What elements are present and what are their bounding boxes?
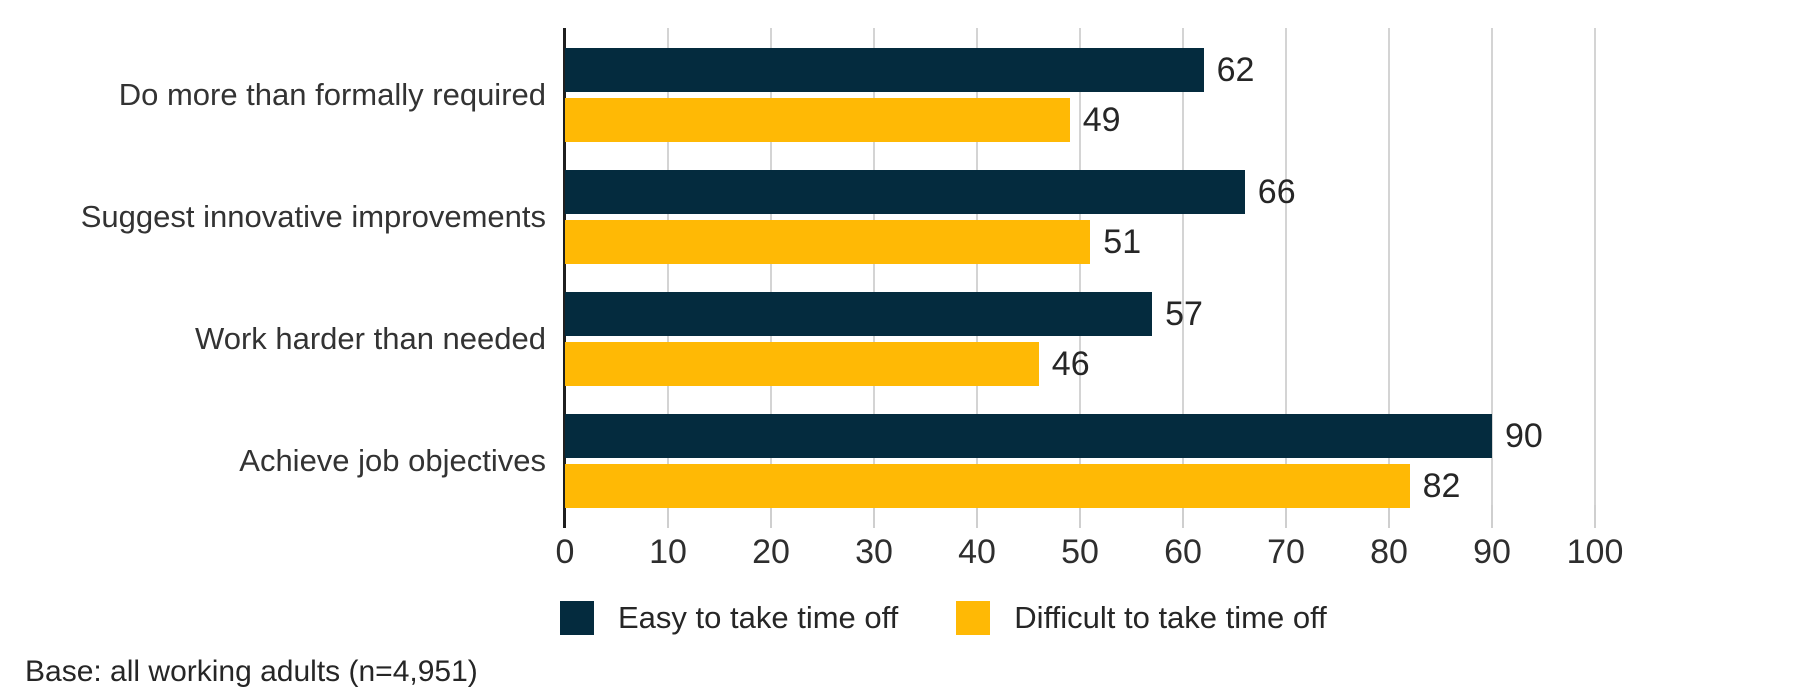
x-tick-label: 0 <box>555 533 575 571</box>
bar-value-label: 66 <box>1257 173 1296 211</box>
gridline <box>1079 28 1081 505</box>
gridline <box>770 28 772 505</box>
x-tick-label: 50 <box>1061 533 1099 571</box>
gridline <box>976 28 978 505</box>
bar-value-label: 57 <box>1165 295 1203 333</box>
x-axis: 0 10 20 30 40 50 60 70 80 90 100 <box>0 533 1807 575</box>
tick-mark <box>1079 505 1081 528</box>
legend-swatch-navy <box>560 601 594 635</box>
bar <box>565 48 1204 92</box>
category-label: Suggest innovative improvements <box>80 199 546 234</box>
tick-mark <box>1388 505 1390 528</box>
x-tick-label: 60 <box>1164 533 1202 571</box>
x-tick-label: 30 <box>855 533 893 571</box>
tick-mark <box>873 505 875 528</box>
bar <box>565 342 1039 386</box>
legend-item-difficult: Difficult to take time off <box>956 600 1327 636</box>
category-label: Do more than formally required <box>118 77 546 112</box>
x-tick-label: 40 <box>958 533 996 571</box>
tick-mark <box>1182 505 1184 528</box>
tick-mark <box>1285 505 1287 528</box>
x-tick-label: 10 <box>649 533 687 571</box>
tick-mark <box>1594 505 1596 528</box>
legend: Easy to take time off Difficult to take … <box>560 600 1327 636</box>
bar <box>565 170 1245 214</box>
legend-swatch-yellow <box>956 601 991 635</box>
bar-value-label: 62 <box>1216 51 1255 89</box>
tick-mark <box>976 505 978 528</box>
x-tick-label: 80 <box>1370 533 1408 571</box>
bar-value-label: 46 <box>1051 345 1090 383</box>
gridline <box>1491 28 1493 505</box>
gridline <box>667 28 669 505</box>
bar <box>565 464 1410 508</box>
gridline <box>1388 28 1390 505</box>
x-tick-label: 20 <box>752 533 790 571</box>
plot-area: 62 49 66 51 57 46 90 82 <box>563 28 1596 528</box>
bar-value-label: 49 <box>1082 101 1121 139</box>
bar <box>565 414 1492 458</box>
bar <box>565 98 1070 142</box>
bar <box>565 220 1091 264</box>
legend-item-easy: Easy to take time off <box>560 600 898 636</box>
legend-label: Easy to take time off <box>618 600 899 635</box>
gridline <box>873 28 875 505</box>
legend-label: Difficult to take time off <box>1014 600 1327 635</box>
tick-mark <box>1491 505 1493 528</box>
gridline <box>1594 28 1596 505</box>
bar-value-label: 90 <box>1505 417 1543 455</box>
x-tick-label: 100 <box>1566 533 1624 571</box>
footnote: Base: all working adults (n=4,951) <box>25 655 478 688</box>
tick-mark <box>667 505 669 528</box>
y-axis-line <box>563 28 566 528</box>
bar-value-label: 82 <box>1422 467 1461 505</box>
bar-value-label: 51 <box>1103 223 1142 261</box>
gridline <box>1182 28 1184 505</box>
category-axis: Do more than formally required Suggest in… <box>0 28 546 505</box>
x-tick-label: 70 <box>1267 533 1305 571</box>
category-label: Achieve job objectives <box>239 443 546 478</box>
tick-mark <box>770 505 772 528</box>
x-tick-label: 90 <box>1473 533 1511 571</box>
category-label: Work harder than needed <box>195 321 546 356</box>
bar <box>565 292 1153 336</box>
gridline <box>1285 28 1287 505</box>
